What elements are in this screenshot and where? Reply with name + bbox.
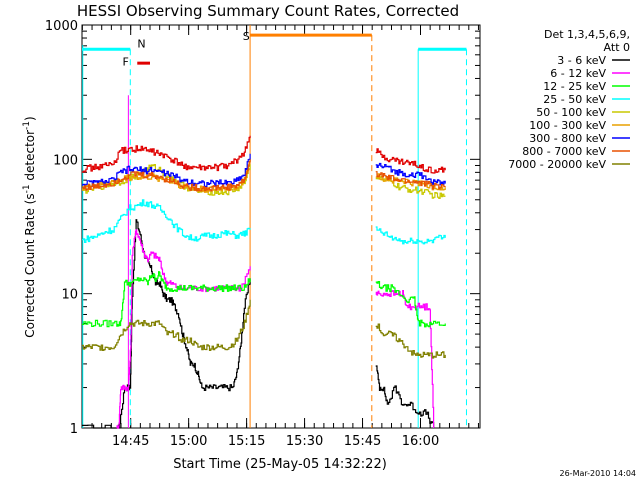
series-line — [375, 162, 446, 186]
y-tick-label: 1000 — [45, 19, 78, 34]
series-line — [82, 159, 251, 192]
legend-entry-label: 3 - 6 keV — [557, 54, 606, 67]
series-line — [82, 199, 251, 243]
series-line — [82, 153, 251, 188]
x-tick-label: 15:00 — [170, 434, 207, 449]
series-line — [82, 299, 251, 351]
flare-marker-label: F — [123, 55, 129, 68]
legend-entry-label: 300 - 800 keV — [529, 132, 606, 145]
series-line — [82, 271, 251, 328]
legend-entry-label: 7000 - 20000 keV — [508, 158, 606, 171]
series-lines — [82, 135, 446, 429]
x-tick-label: 15:30 — [286, 434, 323, 449]
x-axis-title: Start Time (25-May-05 14:32:22) — [173, 457, 387, 472]
series-line — [375, 148, 446, 174]
series-line — [375, 226, 446, 245]
legend-entry-label: 800 - 7000 keV — [522, 145, 606, 158]
series-line — [375, 365, 435, 428]
x-tick-label: 14:45 — [112, 434, 149, 449]
series-line — [82, 135, 251, 173]
series-line — [375, 171, 446, 190]
legend-entry-label: 100 - 300 keV — [529, 119, 606, 132]
night-marker-label: N — [137, 37, 145, 50]
x-tick-label: 15:15 — [228, 434, 265, 449]
legend-header-line-2: Att 0 — [604, 41, 630, 54]
plot-timestamp: 26-Mar-2010 14:04 — [560, 469, 637, 478]
x-tick-label: 15:45 — [344, 434, 381, 449]
legend-entry-label: 12 - 25 keV — [543, 80, 606, 93]
legend-entry-label: 6 - 12 keV — [550, 67, 606, 80]
legend-header-line-1: Det 1,3,4,5,6,9, — [544, 28, 630, 41]
chart-title: HESSI Observing Summary Count Rates, Cor… — [77, 2, 459, 20]
series-line — [82, 219, 251, 429]
y-axis-title: Corrected Count Rate (s-1 detector-1) — [22, 116, 37, 337]
x-tick-label: 16:00 — [402, 434, 439, 449]
saa-marker-label: S — [243, 30, 250, 43]
plot-frame — [81, 24, 481, 429]
y-tick-label: 100 — [53, 153, 78, 168]
y-tick-label: 10 — [61, 288, 78, 303]
series-line — [375, 281, 446, 328]
series-line — [375, 323, 446, 359]
y-tick-label: 1 — [70, 422, 78, 437]
legend-entry-label: 50 - 100 keV — [536, 106, 606, 119]
legend-entry-label: 25 - 50 keV — [543, 93, 606, 106]
